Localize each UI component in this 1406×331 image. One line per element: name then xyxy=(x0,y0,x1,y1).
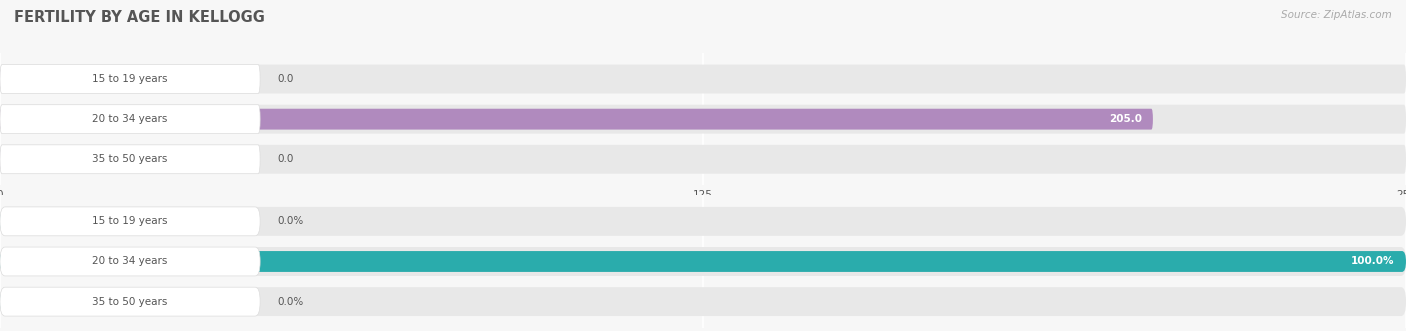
Text: 0.0: 0.0 xyxy=(277,154,294,164)
FancyBboxPatch shape xyxy=(0,251,235,272)
Text: 15 to 19 years: 15 to 19 years xyxy=(93,216,167,226)
Text: Source: ZipAtlas.com: Source: ZipAtlas.com xyxy=(1281,10,1392,20)
FancyBboxPatch shape xyxy=(0,291,235,312)
FancyBboxPatch shape xyxy=(0,145,260,174)
FancyBboxPatch shape xyxy=(0,207,260,236)
Text: 205.0: 205.0 xyxy=(1109,114,1142,124)
Text: 0.0%: 0.0% xyxy=(277,297,304,307)
Text: 0.0: 0.0 xyxy=(277,74,294,84)
Text: 100.0%: 100.0% xyxy=(1351,257,1395,266)
FancyBboxPatch shape xyxy=(0,149,233,170)
Text: 15 to 19 years: 15 to 19 years xyxy=(93,74,167,84)
FancyBboxPatch shape xyxy=(0,65,1406,93)
FancyBboxPatch shape xyxy=(0,105,1406,134)
FancyBboxPatch shape xyxy=(0,145,1406,174)
Text: 20 to 34 years: 20 to 34 years xyxy=(93,257,167,266)
FancyBboxPatch shape xyxy=(0,247,260,276)
FancyBboxPatch shape xyxy=(0,247,1406,276)
Text: 35 to 50 years: 35 to 50 years xyxy=(93,297,167,307)
FancyBboxPatch shape xyxy=(0,251,1406,272)
FancyBboxPatch shape xyxy=(0,109,1153,130)
FancyBboxPatch shape xyxy=(0,65,260,93)
FancyBboxPatch shape xyxy=(0,105,260,134)
FancyBboxPatch shape xyxy=(0,287,1406,316)
FancyBboxPatch shape xyxy=(0,69,233,89)
FancyBboxPatch shape xyxy=(0,211,235,232)
Text: 20 to 34 years: 20 to 34 years xyxy=(93,114,167,124)
FancyBboxPatch shape xyxy=(0,287,260,316)
Text: 0.0%: 0.0% xyxy=(277,216,304,226)
Text: 35 to 50 years: 35 to 50 years xyxy=(93,154,167,164)
FancyBboxPatch shape xyxy=(0,109,233,130)
FancyBboxPatch shape xyxy=(0,207,1406,236)
Text: FERTILITY BY AGE IN KELLOGG: FERTILITY BY AGE IN KELLOGG xyxy=(14,10,264,25)
